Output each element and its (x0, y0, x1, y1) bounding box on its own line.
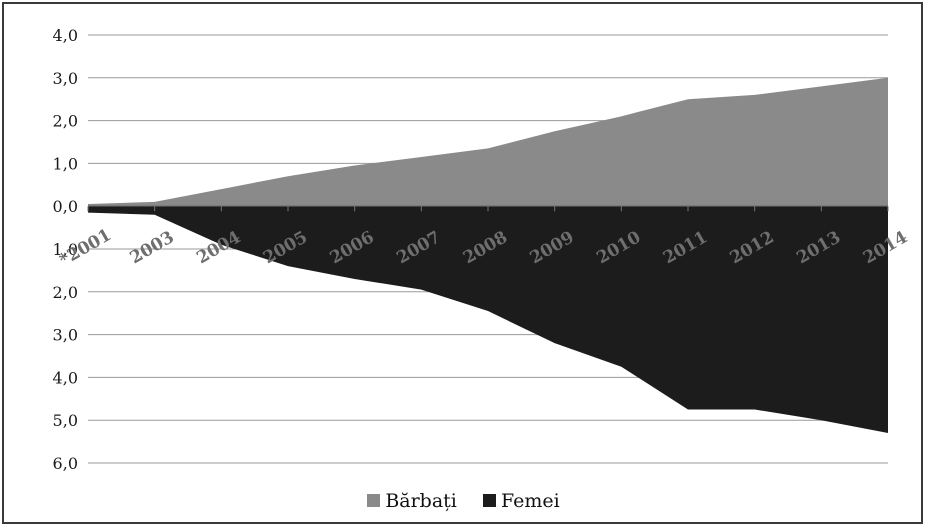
y-tick-label: 2,0 (53, 283, 78, 302)
y-tick-label: 2,0 (53, 112, 78, 131)
legend-item-barbati: Bărbați (367, 490, 457, 512)
y-tick-label: 4,0 (53, 368, 78, 387)
legend: Bărbați Femei (0, 490, 927, 512)
y-tick-label: 1,0 (53, 154, 78, 173)
y-tick-label: 4,0 (53, 26, 78, 45)
y-tick-label: 6,0 (53, 454, 78, 473)
y-axis-ticks: 4,0 3,0 2,0 1,0 0,0 1,0 2,0 3,0 4,0 5,0 6,0 (53, 26, 78, 473)
y-tick-label: 3,0 (53, 69, 78, 88)
legend-swatch-barbati (367, 494, 381, 507)
y-tick-label: 5,0 (53, 411, 78, 430)
legend-label-femei: Femei (500, 490, 560, 512)
y-tick-label: 1,0 (53, 240, 78, 259)
x-tick-label: *2001 (56, 225, 115, 270)
series-area-femei (88, 206, 888, 434)
x-tick-label: 2003 (127, 227, 178, 268)
y-tick-label: 0,0 (53, 197, 78, 216)
series-areas (87, 77, 889, 434)
legend-swatch-femei (482, 494, 496, 507)
legend-label-barbati: Bărbați (385, 490, 457, 512)
legend-item-femei: Femei (482, 490, 560, 512)
series-area-barbati (88, 77, 888, 207)
y-tick-label: 3,0 (53, 326, 78, 345)
